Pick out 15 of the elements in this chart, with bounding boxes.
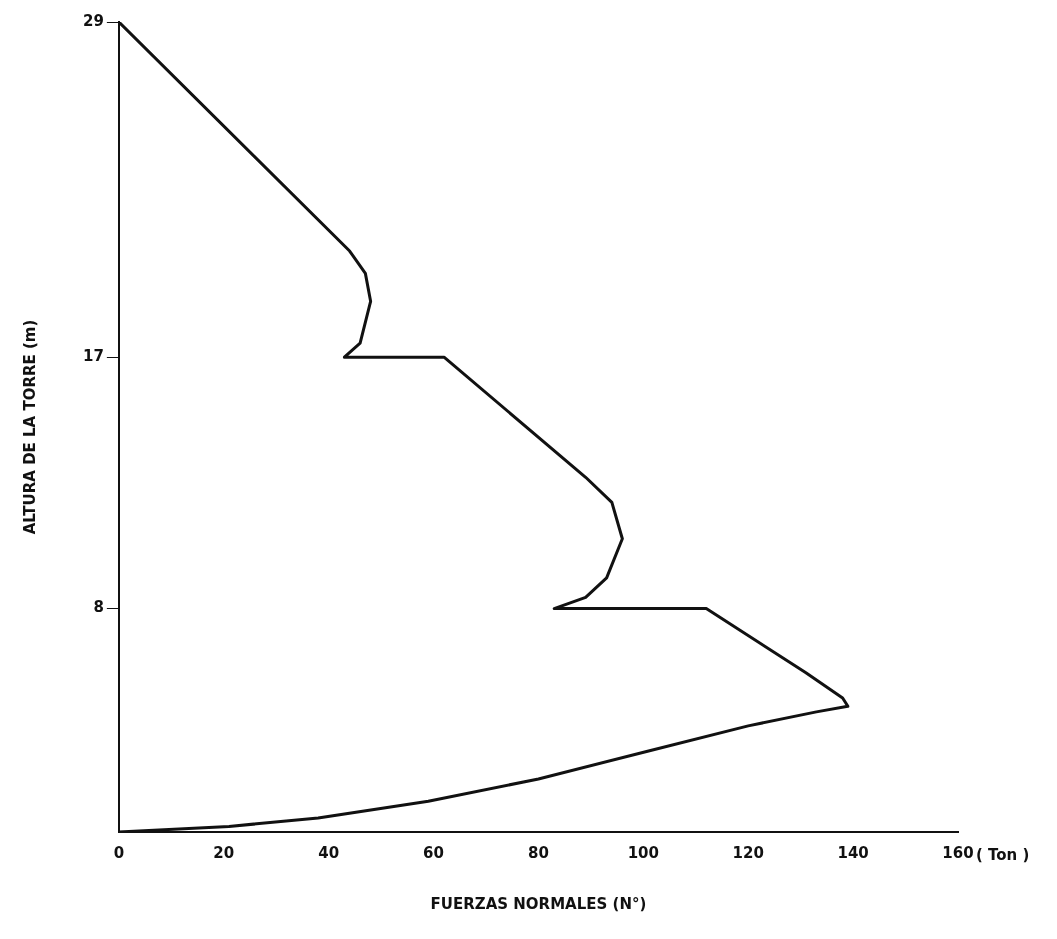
x-tick-label: 100: [627, 843, 659, 862]
y-tick-label: 29: [83, 11, 104, 30]
x-tick-label: 60: [423, 843, 444, 862]
x-tick-label: 120: [732, 843, 764, 862]
x-tick-label: 20: [213, 843, 235, 862]
x-tick-label: 40: [318, 843, 340, 862]
text: ( Ton ): [976, 845, 1030, 864]
x-axis-title: FUERZAS NORMALES (N°): [430, 894, 647, 913]
x-tick-label: 0: [113, 843, 125, 862]
x-tick-label: 140: [837, 843, 869, 862]
y-tick-label: 8: [93, 598, 104, 617]
x-tick-label: 80: [528, 843, 549, 862]
y-tick-label: 17: [83, 347, 104, 366]
y-axis-title: ALTURA DE LA TORRE (m): [20, 319, 39, 535]
x-tick-label: 160: [942, 843, 974, 862]
